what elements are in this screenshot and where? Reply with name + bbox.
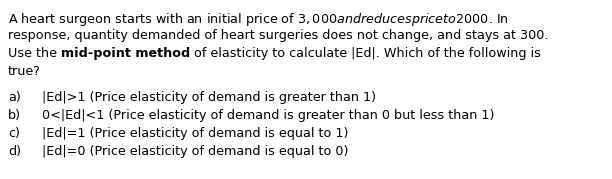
Text: c): c): [8, 127, 20, 140]
Text: |Ed|=1 (Price elasticity of demand is equal to 1): |Ed|=1 (Price elasticity of demand is eq…: [42, 127, 348, 140]
Text: true?: true?: [8, 65, 41, 78]
Text: of elasticity to calculate |Ed|. Which of the following is: of elasticity to calculate |Ed|. Which o…: [190, 47, 541, 60]
Text: b): b): [8, 109, 21, 122]
Text: a): a): [8, 91, 21, 104]
Text: 0<|Ed|<1 (Price elasticity of demand is greater than 0 but less than 1): 0<|Ed|<1 (Price elasticity of demand is …: [42, 109, 494, 122]
Text: d): d): [8, 145, 21, 158]
Text: response, quantity demanded of heart surgeries does not change, and stays at 300: response, quantity demanded of heart sur…: [8, 29, 548, 42]
Text: Use the: Use the: [8, 47, 61, 60]
Text: |Ed|=0 (Price elasticity of demand is equal to 0): |Ed|=0 (Price elasticity of demand is eq…: [42, 145, 348, 158]
Text: |Ed|>1 (Price elasticity of demand is greater than 1): |Ed|>1 (Price elasticity of demand is gr…: [42, 91, 376, 104]
Text: A heart surgeon starts with an initial price of $3,000 and reduces price to $200: A heart surgeon starts with an initial p…: [8, 11, 509, 28]
Text: mid-point method: mid-point method: [61, 47, 190, 60]
